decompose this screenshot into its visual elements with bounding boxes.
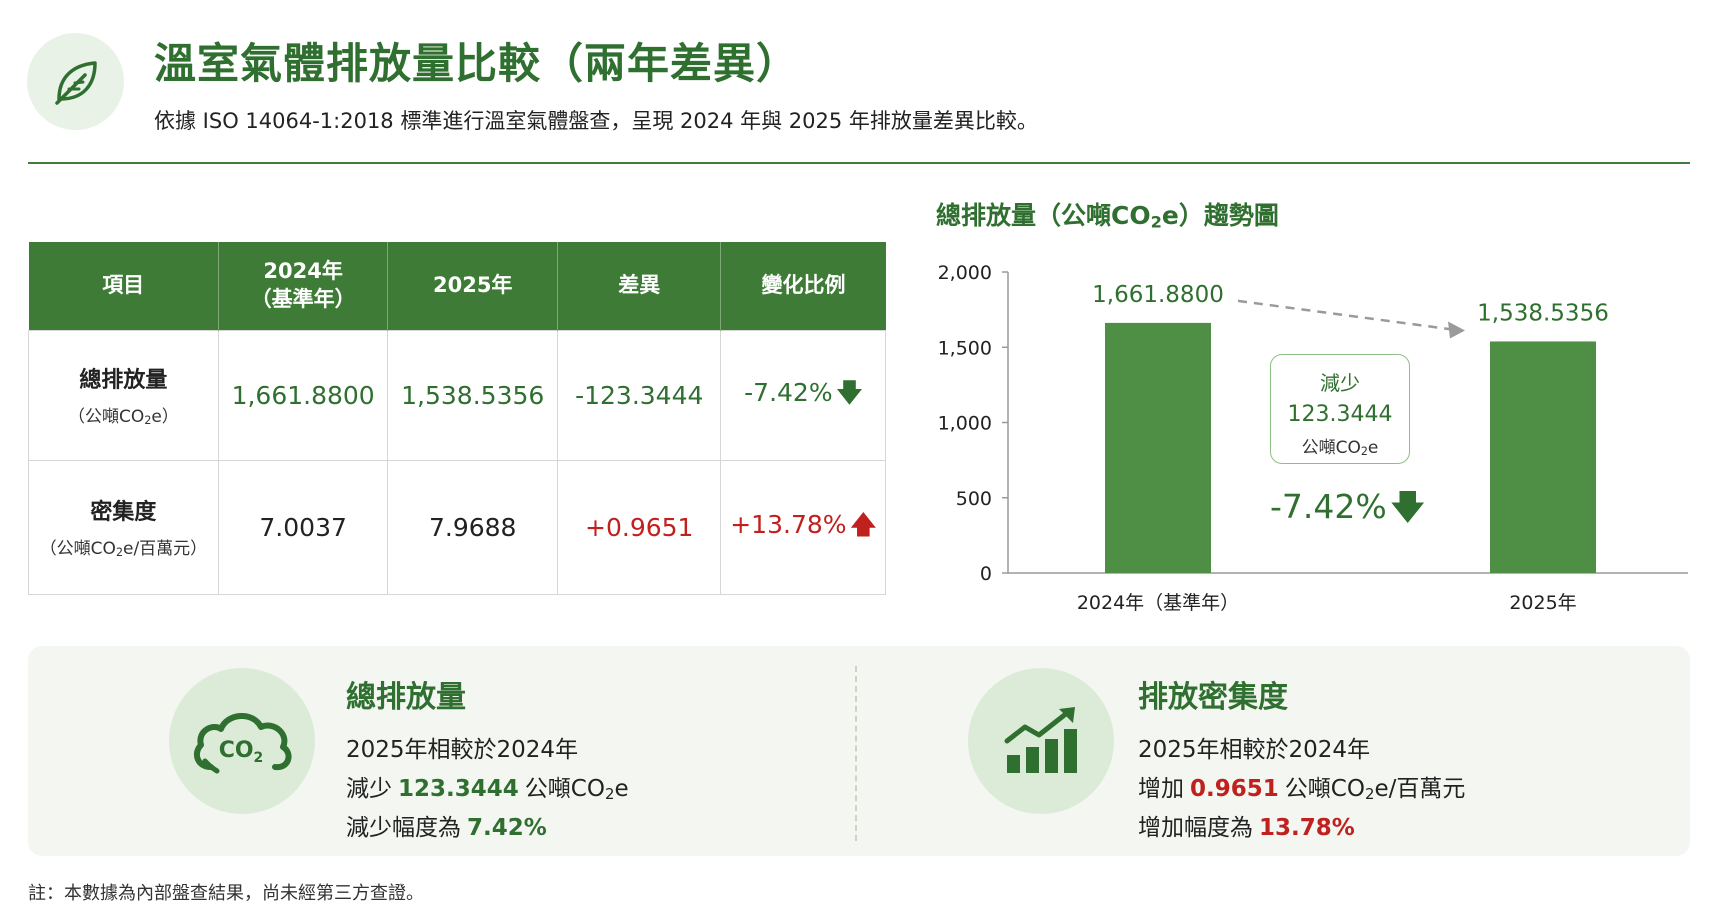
page-subtitle: 依據 ISO 14064-1:2018 標準進行溫室氣體盤查，呈現 2024 年… [154,109,1038,133]
cell-intensity-diff: +0.9651 [556,459,722,595]
reduction-callout: 減少 123.3444 公噸CO2e [1270,354,1410,464]
y-tick-label: 0 [980,563,992,585]
cell-intensity-2024: 7.0037 [217,459,389,595]
trend-arrow-line [1237,299,1453,331]
trend-arrow-head [1448,321,1465,339]
cell-total-2024: 1,661.8800 [217,329,389,461]
y-tick-label: 2,000 [938,262,992,284]
summary-intensity-line3: 增加幅度為 13.78% [1138,815,1355,841]
row-label-total: 總排放量 （公噸CO2e） [28,329,219,461]
col-header-2025: 2025年 [387,242,558,330]
arrow-down-icon: 🡇 [836,377,863,407]
footnote: 註：本數據為內部盤查結果，尚未經第三方查證。 [28,883,424,904]
co2-cloud-icon: CO2 [193,713,292,774]
y-tick-label: 1,500 [938,337,992,359]
summary-total-line1: 2025年相較於2024年 [346,737,579,763]
leaf-icon [54,60,97,105]
summary-total-line2: 減少 123.3444 公噸CO2e [346,776,629,803]
cell-total-2025: 1,538.5356 [387,329,558,461]
svg-text:CO2: CO2 [219,738,264,766]
x-tick-label: 2025年 [1509,592,1576,614]
comparison-table: 項目 2024年 （基準年） 2025年 差異 變化比例 總排放量 （公噸CO2e… [28,242,886,595]
growth-chart-icon [1004,707,1077,773]
growth-badge [968,668,1114,814]
summary-total-line3: 減少幅度為 7.42% [346,815,547,841]
cell-total-pct: -7.42% 🡇 [720,329,886,461]
table-row: 密集度 （公噸CO2e/百萬元） 7.0037 7.9688 +0.9651 +… [28,459,886,595]
table-header-row: 項目 2024年 （基準年） 2025年 差異 變化比例 [28,242,886,330]
table-row: 總排放量 （公噸CO2e） 1,661.8800 1,538.5356 -123… [28,329,886,461]
x-tick-label: 2024年（基準年） [1077,592,1239,614]
col-header-item: 項目 [28,242,219,330]
emissions-bar-chart: 0 500 1,000 1,500 2,000 1,661.8800 2024年（基準年） 1… [938,262,1688,614]
summary-intensity-title: 排放密集度 [1138,680,1288,715]
bar-1 [1490,341,1596,573]
cell-total-diff: -123.3444 [556,329,722,461]
col-header-diff: 差異 [557,242,722,330]
col-header-2024: 2024年 （基準年） [218,242,389,330]
bar-0 [1105,322,1211,573]
chart-title: 總排放量（公噸CO2e）趨勢圖 [936,201,1279,232]
col-header-pct: 變化比例 [720,242,886,330]
co2-badge: CO2 [169,668,315,814]
summary-divider [855,666,857,841]
header-divider [28,162,1690,164]
bar-value-label: 1,661.8800 [1092,282,1224,308]
arrow-up-icon: 🡅 [850,509,877,539]
y-tick-label: 500 [956,488,992,510]
bar-value-label: 1,538.5356 [1477,300,1609,326]
row-label-intensity: 密集度 （公噸CO2e/百萬元） [28,459,219,595]
cell-intensity-pct: +13.78% 🡅 [720,459,886,595]
cell-intensity-2025: 7.9688 [387,459,558,595]
page-title: 溫室氣體排放量比較（兩年差異） [154,39,800,88]
summary-intensity-line2: 增加 0.9651 公噸CO2e/百萬元 [1138,776,1466,803]
arrow-down-icon: 🡇 [1390,487,1425,526]
leaf-badge [27,33,124,130]
y-tick-label: 1,000 [938,413,992,435]
summary-total-title: 總排放量 [346,680,466,715]
summary-intensity-line1: 2025年相較於2024年 [1138,737,1371,763]
reduction-percentage: -7.42% 🡇 [1270,483,1425,539]
